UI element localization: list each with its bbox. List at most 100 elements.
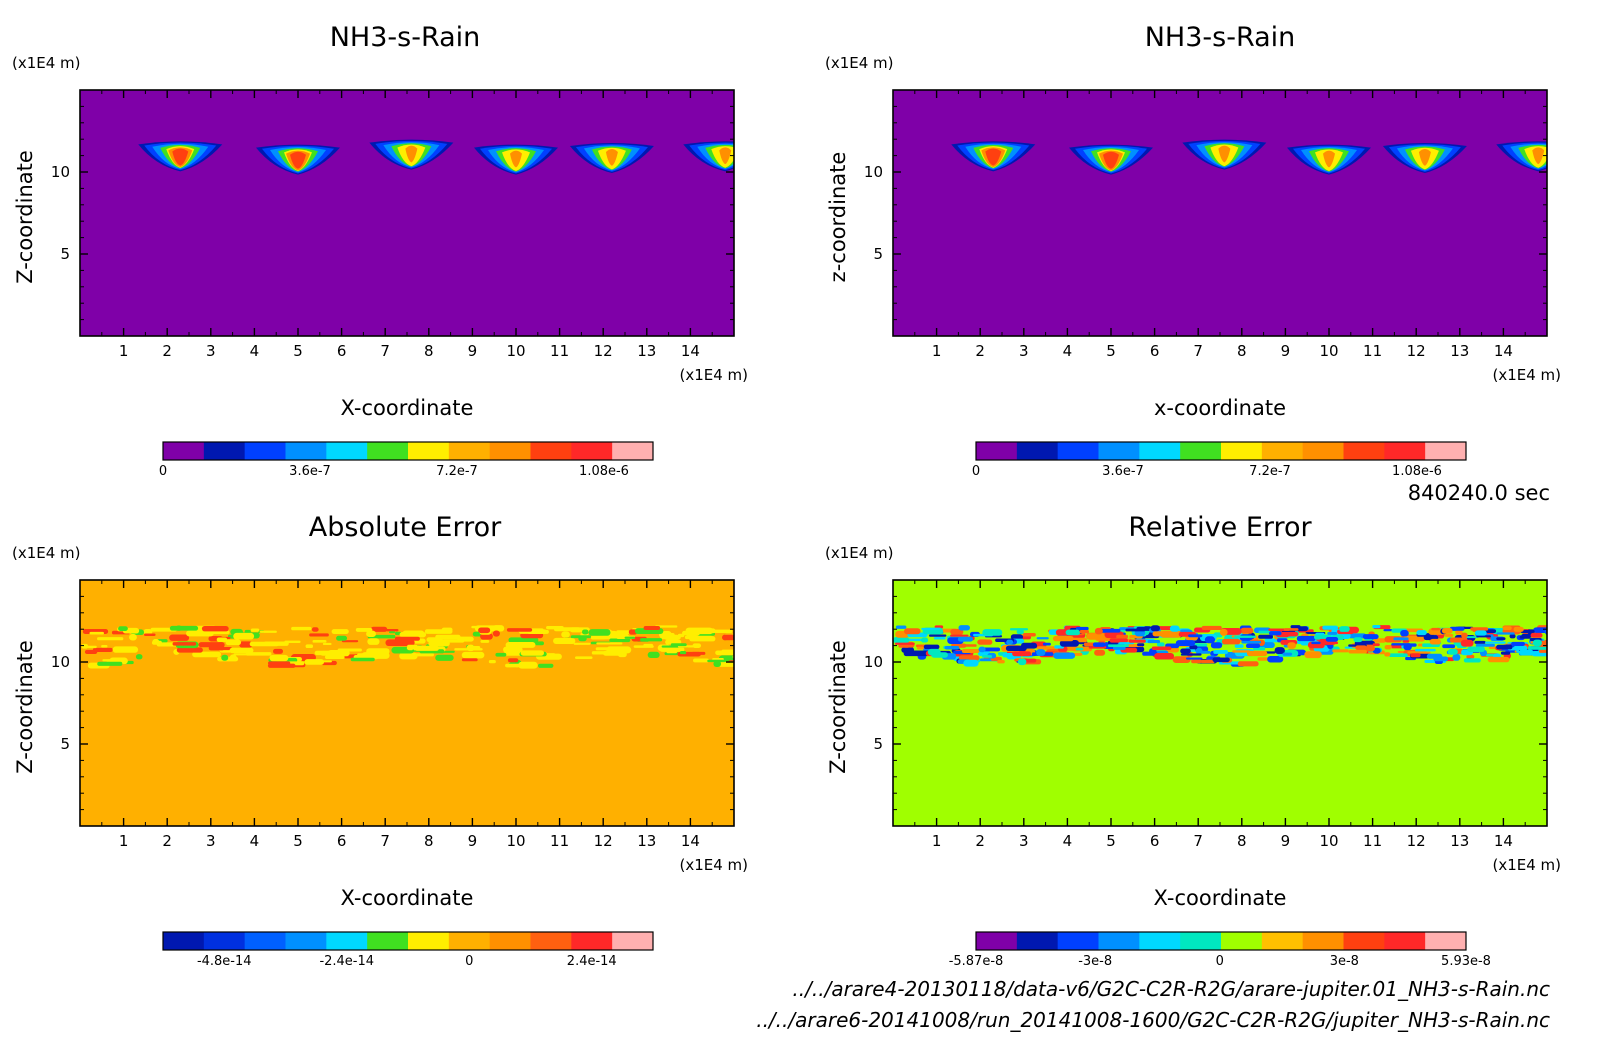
error-patch: [1017, 658, 1027, 666]
x-tick-label: 8: [1237, 832, 1247, 850]
error-patch: [655, 625, 678, 628]
error-patch: [1372, 643, 1380, 647]
x-tick-label: 12: [594, 832, 613, 850]
plot-area: [893, 580, 1547, 826]
error-patch: [575, 656, 593, 660]
x-tick-label: 5: [293, 832, 303, 850]
error-patch: [1156, 642, 1165, 647]
rain-cell: [138, 141, 223, 172]
x-tick-label: 13: [637, 832, 656, 850]
error-patch: [1172, 656, 1191, 663]
colorbar-swatch: [489, 932, 531, 950]
x-tick-label: 7: [380, 342, 390, 360]
error-patch: [921, 627, 941, 630]
error-patch: [366, 630, 376, 637]
error-patch: [982, 655, 993, 658]
y-tick-label: 10: [51, 163, 70, 181]
rain-cell: [369, 139, 454, 170]
error-patch: [518, 661, 538, 669]
error-patch: [664, 634, 680, 640]
error-patch: [273, 648, 283, 654]
colorbar-swatch: [1098, 932, 1140, 950]
error-patch: [1245, 643, 1261, 648]
x-tick-label: 12: [594, 342, 613, 360]
error-patch: [1052, 636, 1074, 642]
contour-field: [138, 139, 734, 175]
chart-title: Absolute Error: [309, 512, 502, 543]
colorbar-swatch: [571, 932, 613, 950]
contour-level: [605, 148, 618, 166]
x-tick-label: 12: [1407, 342, 1426, 360]
colorbar-tick-label: 0: [465, 954, 473, 969]
error-patch: [269, 654, 289, 662]
error-patch: [1107, 644, 1129, 647]
error-patch: [1012, 651, 1032, 657]
error-patch: [1296, 635, 1316, 642]
colorbar-tick-label: -2.4e-14: [319, 954, 374, 969]
error-patch: [1372, 625, 1381, 629]
error-patch: [722, 634, 734, 641]
error-patch: [331, 629, 349, 634]
error-patch: [129, 634, 137, 641]
error-patch: [89, 631, 104, 635]
error-patch: [259, 630, 277, 633]
error-patch: [1234, 635, 1257, 638]
error-patch: [1332, 649, 1349, 653]
error-patch: [394, 636, 420, 641]
error-patch: [212, 630, 230, 635]
colorbar-frame: [975, 931, 1467, 951]
x-tick-label: 12: [1407, 832, 1426, 850]
x-tick-label: 4: [250, 832, 260, 850]
x-axis-label: x-coordinate: [1154, 396, 1286, 420]
error-patch: [573, 642, 591, 645]
x-tick-label: 6: [1150, 342, 1160, 360]
error-patch: [414, 645, 439, 651]
colorbar-tick-label: 7.2e-7: [436, 464, 478, 479]
panel-2: NH3-s-Rain(x1E4 m)1 2 3 4 5 6 7 8 9 10 11 12 13 14510…: [825, 22, 1561, 479]
error-patch: [895, 625, 907, 629]
error-patch: [1240, 627, 1254, 634]
source-file-path: ../../arare4-20130118/data-v6/G2C-C2R-R2…: [792, 977, 1550, 1001]
error-patch: [1355, 645, 1367, 651]
rain-cell: [1182, 139, 1267, 170]
colorbar-swatch: [203, 442, 246, 460]
error-patch: [1519, 649, 1534, 656]
error-patch: [1201, 625, 1222, 630]
error-patch: [480, 633, 493, 640]
error-patch: [97, 637, 124, 641]
time-label: 840240.0 sec: [1408, 481, 1550, 505]
x-unit-label: (x1E4 m): [1492, 856, 1561, 874]
colorbar-swatch: [1261, 442, 1304, 460]
error-patch: [1397, 650, 1405, 653]
error-patch: [1075, 626, 1089, 631]
error-patch: [1237, 661, 1259, 667]
error-patch: [1391, 643, 1411, 646]
error-patch: [1463, 658, 1481, 663]
error-patch: [1474, 630, 1487, 636]
error-patch: [546, 626, 564, 630]
error-patch: [1221, 638, 1241, 645]
x-tick-label: 9: [468, 342, 478, 360]
rain-cell: [683, 141, 734, 172]
colorbar-tick-label: 5.93e-8: [1441, 954, 1491, 969]
colorbar-swatch: [976, 442, 1018, 460]
error-patch: [1416, 630, 1427, 636]
error-patch: [927, 648, 941, 656]
colorbar-tick-label: -5.87e-8: [949, 954, 1004, 969]
error-patch: [143, 633, 156, 636]
y-tick-label: 5: [873, 735, 883, 753]
contour-level: [1103, 151, 1119, 169]
error-patch: [118, 626, 128, 631]
x-tick-label: 3: [206, 832, 216, 850]
error-patch: [1388, 653, 1408, 658]
error-patch: [143, 629, 153, 635]
x-tick-label: 10: [1319, 832, 1338, 850]
error-patch: [336, 635, 348, 641]
rain-cell: [1069, 144, 1153, 175]
error-patch: [488, 659, 496, 664]
error-patch: [1476, 635, 1491, 638]
x-axis-ticks: 1 2 3 4 5 6 7 8 9 10 11 12 13 14: [101, 580, 713, 850]
error-patch: [1125, 628, 1146, 632]
contour-level: [1323, 150, 1335, 168]
error-patch: [1322, 625, 1339, 630]
